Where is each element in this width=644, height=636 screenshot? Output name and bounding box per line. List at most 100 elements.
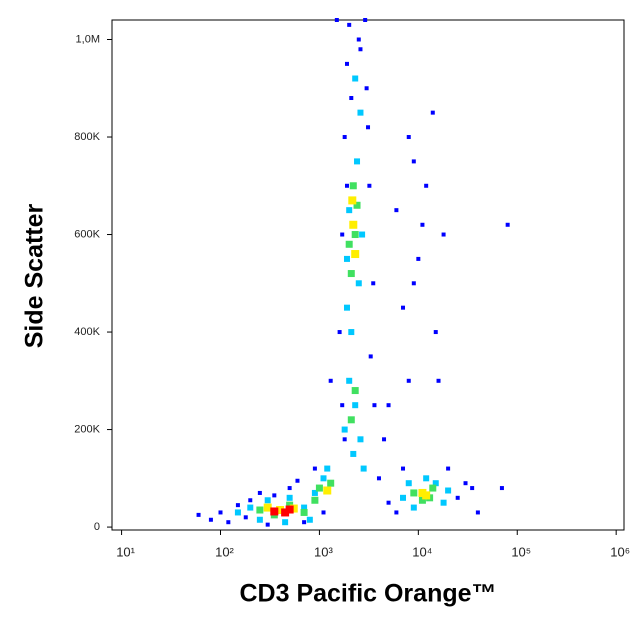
point bbox=[394, 510, 399, 515]
point bbox=[352, 402, 359, 409]
y-tick-label: 400K bbox=[74, 326, 100, 338]
point bbox=[353, 201, 361, 209]
point bbox=[286, 501, 294, 509]
point bbox=[475, 510, 480, 515]
point bbox=[196, 512, 201, 517]
y-axis-title: Side Scatter bbox=[21, 203, 49, 348]
point bbox=[351, 387, 359, 395]
point bbox=[344, 61, 349, 66]
point bbox=[264, 497, 271, 504]
y-tick-label: 600K bbox=[74, 228, 100, 240]
point bbox=[422, 491, 431, 500]
point bbox=[349, 220, 358, 229]
point bbox=[282, 519, 289, 526]
point bbox=[347, 270, 355, 278]
point bbox=[263, 503, 272, 512]
point bbox=[348, 329, 355, 336]
point bbox=[286, 494, 293, 501]
point bbox=[265, 522, 270, 527]
point bbox=[357, 109, 364, 116]
point bbox=[368, 354, 373, 359]
point bbox=[300, 508, 308, 516]
point bbox=[287, 486, 292, 491]
point bbox=[371, 281, 376, 286]
point bbox=[342, 135, 347, 140]
point bbox=[347, 22, 352, 27]
point bbox=[433, 330, 438, 335]
point bbox=[327, 479, 335, 487]
point bbox=[410, 504, 417, 511]
point bbox=[324, 465, 331, 472]
point bbox=[270, 507, 279, 516]
point bbox=[348, 196, 357, 205]
point bbox=[272, 493, 277, 498]
point bbox=[505, 222, 510, 227]
x-tick-label: 10⁵ bbox=[511, 544, 531, 559]
point bbox=[289, 504, 298, 513]
point bbox=[218, 510, 223, 515]
point bbox=[334, 18, 339, 22]
point bbox=[243, 515, 248, 520]
point bbox=[357, 436, 364, 443]
point bbox=[446, 466, 451, 471]
point bbox=[432, 480, 439, 487]
point bbox=[445, 487, 452, 494]
point bbox=[342, 437, 347, 442]
point bbox=[235, 503, 240, 508]
point bbox=[281, 508, 290, 517]
point bbox=[360, 465, 367, 472]
point bbox=[321, 510, 326, 515]
point bbox=[344, 183, 349, 188]
point bbox=[346, 207, 353, 214]
point bbox=[323, 486, 332, 495]
point bbox=[406, 135, 411, 140]
point bbox=[430, 110, 435, 115]
point bbox=[401, 305, 406, 310]
point bbox=[440, 499, 447, 506]
plot-frame bbox=[111, 19, 625, 531]
point bbox=[429, 484, 437, 492]
point bbox=[226, 520, 231, 525]
point bbox=[301, 504, 308, 511]
point bbox=[441, 232, 446, 237]
point bbox=[386, 403, 391, 408]
x-tick-label: 10¹ bbox=[116, 544, 135, 559]
point bbox=[499, 486, 504, 491]
point bbox=[276, 506, 285, 515]
point bbox=[386, 500, 391, 505]
point bbox=[351, 250, 360, 259]
y-tick-label: 0 bbox=[94, 521, 100, 533]
point bbox=[367, 183, 372, 188]
point bbox=[248, 498, 253, 503]
x-tick-label: 10² bbox=[215, 544, 234, 559]
point bbox=[366, 125, 371, 130]
point bbox=[351, 231, 359, 239]
point bbox=[340, 232, 345, 237]
point bbox=[376, 476, 381, 481]
point bbox=[306, 516, 313, 523]
point bbox=[295, 478, 300, 483]
point bbox=[372, 403, 377, 408]
point bbox=[416, 256, 421, 261]
point bbox=[345, 240, 353, 248]
point bbox=[311, 489, 318, 496]
y-tick-label: 1,0M bbox=[76, 33, 100, 45]
point bbox=[394, 208, 399, 213]
point bbox=[311, 496, 319, 504]
point bbox=[356, 37, 361, 42]
point bbox=[436, 378, 441, 383]
y-tick-label: 200K bbox=[74, 423, 100, 435]
x-tick-label: 10³ bbox=[314, 544, 333, 559]
point bbox=[423, 475, 430, 482]
point bbox=[349, 96, 354, 101]
point bbox=[257, 490, 262, 495]
points bbox=[196, 18, 510, 527]
point bbox=[424, 183, 429, 188]
point bbox=[337, 330, 342, 335]
point bbox=[418, 496, 426, 504]
point bbox=[410, 489, 418, 497]
point bbox=[328, 378, 333, 383]
point bbox=[352, 75, 359, 82]
point bbox=[382, 437, 387, 442]
